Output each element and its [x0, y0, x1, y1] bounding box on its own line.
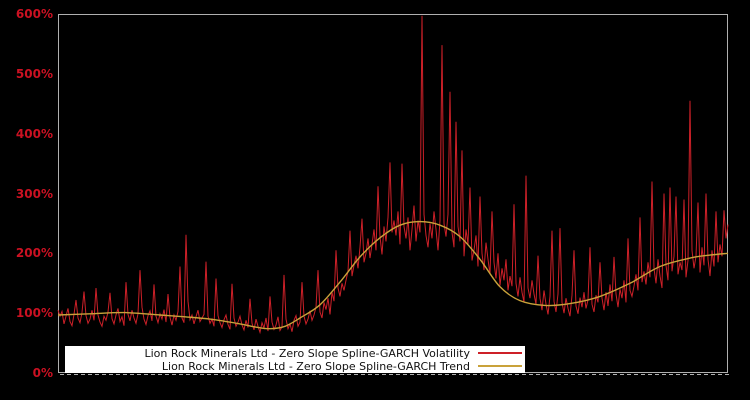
y-tick-label: 300%: [15, 186, 53, 201]
trend-series-line: [57, 220, 729, 330]
y-axis: 0% 100% 200% 300% 400% 500% 600%: [0, 0, 53, 400]
y-tick-label: 0%: [32, 366, 53, 380]
y-tick-label: 500%: [15, 66, 53, 81]
y-tick-label: 100%: [15, 306, 53, 321]
legend-line-sample-trend: [478, 365, 522, 367]
y-tick-label: 200%: [15, 246, 53, 261]
legend-label-trend: Lion Rock Minerals Ltd - Zero Slope Spli…: [161, 359, 470, 373]
volatility-series-line: [57, 15, 729, 335]
chart-legend: Lion Rock Minerals Ltd - Zero Slope Spli…: [65, 346, 525, 373]
y-tick-label: 400%: [15, 126, 53, 141]
legend-label-volatility: Lion Rock Minerals Ltd - Zero Slope Spli…: [144, 346, 470, 360]
legend-entry-volatility: Lion Rock Minerals Ltd - Zero Slope Spli…: [65, 347, 525, 360]
legend-line-sample-volatility: [478, 352, 522, 354]
legend-entry-trend: Lion Rock Minerals Ltd - Zero Slope Spli…: [65, 360, 525, 373]
y-tick-label: 600%: [15, 7, 53, 21]
